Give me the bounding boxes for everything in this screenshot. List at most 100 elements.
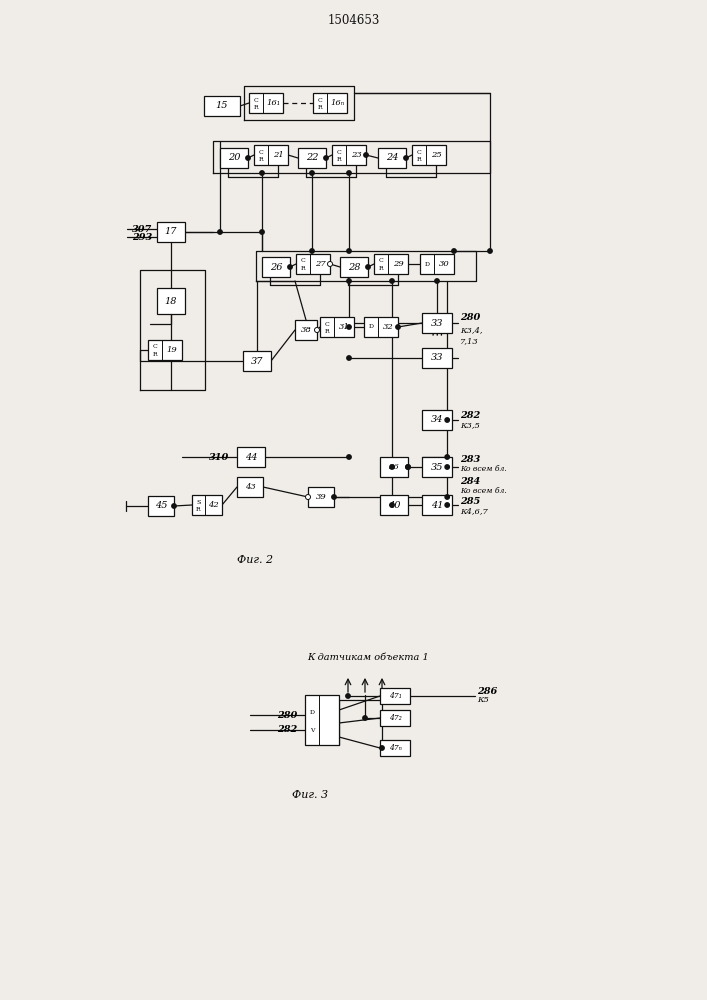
Circle shape — [406, 465, 410, 469]
Bar — [380, 688, 410, 704]
Text: C: C — [300, 258, 305, 263]
Text: 38: 38 — [300, 326, 311, 334]
Text: 285: 285 — [460, 496, 480, 506]
Text: 293: 293 — [132, 232, 152, 241]
Text: 39: 39 — [315, 493, 327, 501]
Text: 47₂: 47₂ — [389, 714, 402, 722]
Text: 284: 284 — [460, 477, 480, 486]
Bar — [305, 695, 339, 745]
Bar — [148, 340, 182, 360]
Text: C: C — [416, 149, 421, 154]
Text: К4,6,7: К4,6,7 — [460, 507, 488, 515]
Circle shape — [445, 418, 450, 422]
Bar — [192, 495, 222, 515]
Circle shape — [310, 249, 314, 253]
Bar — [378, 148, 406, 168]
Text: R: R — [254, 105, 259, 110]
Text: R: R — [300, 266, 305, 271]
Circle shape — [259, 230, 264, 234]
Text: 47₁: 47₁ — [389, 692, 402, 700]
Text: 19: 19 — [167, 346, 177, 354]
Text: Фиг. 3: Фиг. 3 — [292, 790, 328, 800]
Text: 44: 44 — [245, 452, 257, 462]
Text: 47ₙ: 47ₙ — [389, 744, 402, 752]
Text: ⋯: ⋯ — [431, 328, 443, 342]
Circle shape — [310, 171, 314, 175]
Circle shape — [218, 230, 222, 234]
Text: К датчикам объекта 1: К датчикам объекта 1 — [307, 654, 429, 662]
Circle shape — [406, 464, 411, 470]
Text: R: R — [337, 157, 341, 162]
Bar — [422, 457, 452, 477]
Circle shape — [259, 171, 264, 175]
Circle shape — [347, 249, 351, 253]
Bar — [204, 96, 240, 116]
Text: К3,5: К3,5 — [460, 421, 480, 429]
Bar — [308, 487, 334, 507]
Circle shape — [404, 156, 408, 160]
Text: 43: 43 — [245, 483, 255, 491]
Text: Ко всем бл.: Ко всем бл. — [460, 465, 507, 473]
Text: R: R — [196, 507, 201, 512]
Circle shape — [445, 455, 450, 459]
Text: 18: 18 — [165, 296, 177, 306]
Text: C: C — [325, 322, 329, 326]
Text: 33: 33 — [431, 318, 443, 328]
Text: К3,4,: К3,4, — [460, 326, 482, 334]
Text: C: C — [379, 258, 383, 263]
Circle shape — [488, 249, 492, 253]
Bar — [254, 145, 288, 165]
Text: 36: 36 — [389, 463, 399, 471]
Text: 1504653: 1504653 — [328, 13, 380, 26]
Text: 22: 22 — [305, 153, 318, 162]
Circle shape — [347, 356, 351, 360]
Bar — [157, 222, 185, 242]
Text: 30: 30 — [439, 260, 450, 268]
Circle shape — [380, 746, 384, 750]
Text: C: C — [317, 98, 322, 103]
Text: C: C — [337, 149, 341, 154]
Bar — [262, 257, 290, 277]
Text: 35: 35 — [431, 462, 443, 472]
Text: D: D — [425, 261, 430, 266]
Circle shape — [445, 495, 450, 499]
Circle shape — [305, 494, 310, 499]
Bar — [422, 313, 452, 333]
Text: К5: К5 — [477, 696, 489, 704]
Bar — [249, 93, 283, 113]
Text: 45: 45 — [155, 502, 168, 510]
Text: R: R — [379, 266, 383, 271]
Text: Фиг. 2: Фиг. 2 — [237, 555, 273, 565]
Circle shape — [315, 328, 320, 332]
Text: 31: 31 — [339, 323, 349, 331]
Text: 29: 29 — [393, 260, 404, 268]
Text: C: C — [254, 98, 259, 103]
Bar — [148, 496, 174, 516]
Text: R: R — [153, 352, 158, 357]
Bar — [320, 317, 354, 337]
Text: D: D — [310, 710, 315, 715]
Bar — [422, 348, 452, 368]
Bar — [220, 148, 248, 168]
Circle shape — [347, 455, 351, 459]
Circle shape — [246, 156, 250, 160]
Text: Ко всем бл.: Ко всем бл. — [460, 487, 507, 495]
Text: 28: 28 — [348, 262, 361, 271]
Circle shape — [347, 171, 351, 175]
Text: 33: 33 — [431, 354, 443, 362]
Text: R: R — [417, 157, 421, 162]
Bar — [380, 495, 408, 515]
Text: 286: 286 — [477, 686, 497, 696]
Circle shape — [390, 279, 395, 283]
Text: V: V — [310, 728, 315, 734]
Bar — [422, 410, 452, 430]
Text: 24: 24 — [386, 153, 398, 162]
Text: 23: 23 — [351, 151, 361, 159]
Text: 280: 280 — [276, 710, 297, 720]
Text: 7,13: 7,13 — [460, 337, 479, 345]
Bar — [237, 447, 265, 467]
Text: 37: 37 — [251, 357, 263, 365]
Text: C: C — [259, 149, 264, 154]
Circle shape — [364, 153, 368, 157]
Circle shape — [363, 716, 367, 720]
